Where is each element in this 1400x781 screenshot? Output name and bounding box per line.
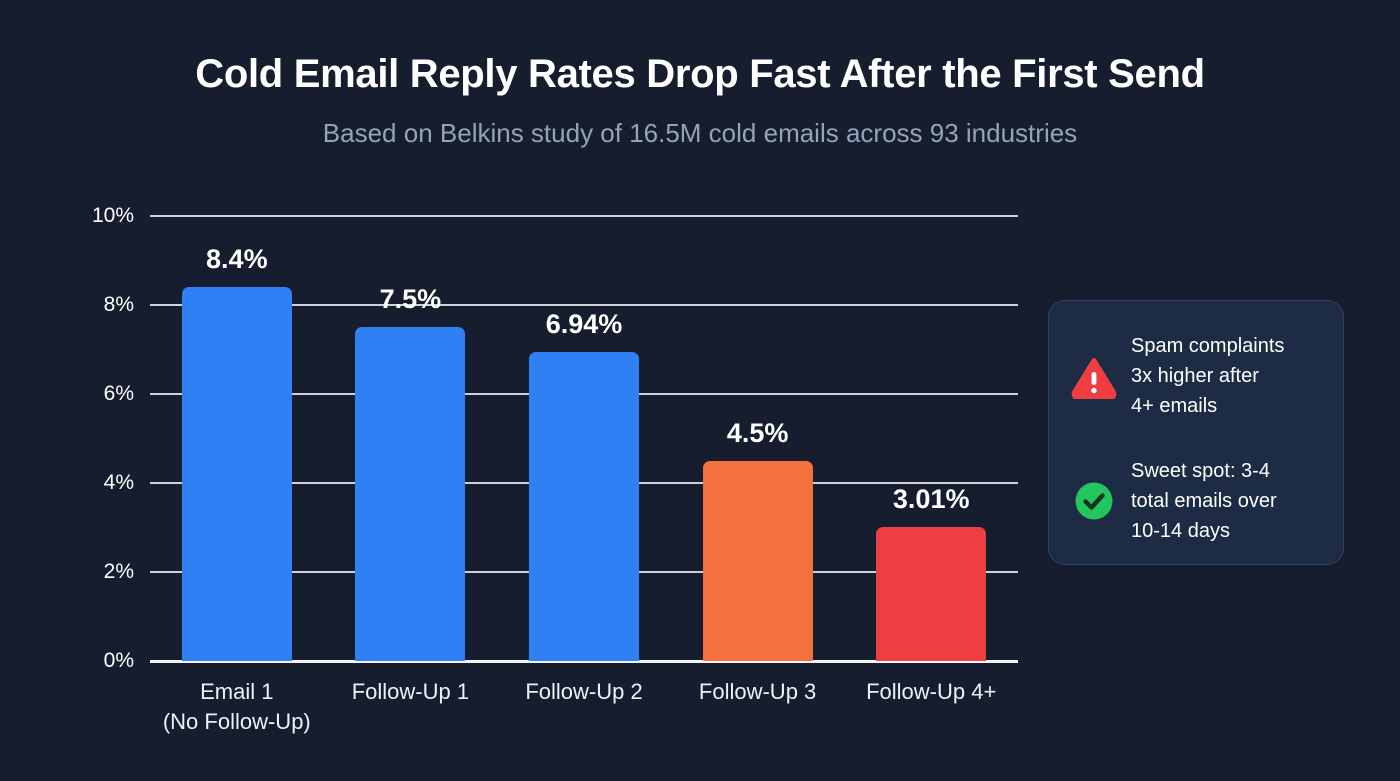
- bar-value-label: 3.01%: [892, 484, 970, 515]
- y-axis-tick-label: 10%: [91, 204, 134, 227]
- x-axis-tick-label-line1: Follow-Up 3: [698, 679, 817, 704]
- insight-text-sweet-spot: Sweet spot: 3-4 total emails over 10-14 …: [1131, 460, 1277, 542]
- x-axis-tick-label: Follow-Up 3: [648, 677, 868, 707]
- bar[interactable]: [702, 460, 813, 661]
- x-axis-tick-label-line1: Follow-Up 1: [351, 679, 470, 704]
- x-axis-tick-label: Email 1 (No Follow-Up): [127, 677, 347, 737]
- x-axis-tick-label-line1: Follow-Up 2: [525, 679, 643, 704]
- check-circle-icon: [1071, 478, 1117, 524]
- x-axis-tick-label: Follow-Up 1: [300, 677, 520, 707]
- bar[interactable]: [529, 352, 639, 661]
- insights-card: Spam complaints 3x higher after 4+ email…: [1048, 300, 1344, 565]
- bar[interactable]: [876, 527, 987, 661]
- y-axis-tick-label: 2%: [103, 560, 134, 583]
- bar[interactable]: [355, 327, 466, 661]
- bar[interactable]: [181, 287, 292, 661]
- x-axis-tick-label: Follow-Up 2: [474, 677, 694, 707]
- bar-value-label: 4.5%: [726, 417, 789, 448]
- chart-subtitle: Based on Belkins study of 16.5M cold ema…: [322, 118, 1078, 148]
- gridline: [150, 215, 1018, 217]
- gridline: [150, 660, 1018, 663]
- insight-text-spam: Spam complaints 3x higher after 4+ email…: [1131, 335, 1285, 417]
- bar-value-label: 8.4%: [206, 244, 268, 275]
- plot-area: 10% 8% 6% 4% 2% 0% 8.4% Email 1 (No Follow-Up) 7.…: [92, 204, 1018, 734]
- x-axis-tick-label-line2: (No Follow-Up): [162, 709, 311, 734]
- y-axis-tick-label: 8%: [103, 293, 134, 316]
- bar-value-label: 7.5%: [379, 284, 442, 315]
- insight-item-spam: Spam complaints 3x higher after 4+ email…: [1071, 331, 1323, 421]
- insight-item-sweet-spot: Sweet spot: 3-4 total emails over 10-14 …: [1071, 456, 1323, 546]
- y-axis-tick-label: 6%: [103, 382, 134, 405]
- x-axis-tick-label-line1: Email 1: [200, 679, 274, 704]
- y-axis-tick-label: 0%: [103, 649, 134, 672]
- gridline: [150, 304, 1018, 306]
- x-axis-tick-label-line1: Follow-Up 4+: [866, 679, 997, 704]
- bar-value-label: 6.94%: [545, 309, 623, 340]
- page-title: Cold Email Reply Rates Drop Fast After t…: [195, 52, 1205, 96]
- x-axis-tick-label: Follow-Up 4+: [821, 677, 1041, 707]
- y-axis-tick-label: 4%: [103, 471, 134, 494]
- warning-triangle-icon: [1071, 353, 1117, 401]
